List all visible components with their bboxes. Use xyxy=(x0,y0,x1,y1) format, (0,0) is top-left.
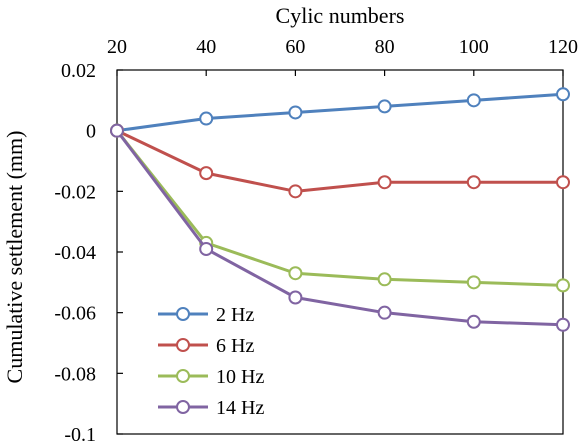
series-line-14-hz xyxy=(115,129,564,327)
legend-item-6-hz: 6 Hz xyxy=(158,335,254,357)
series-6-hz xyxy=(110,123,570,199)
series-line-10-hz xyxy=(115,129,564,287)
x-tick-label: 40 xyxy=(196,36,216,58)
data-point xyxy=(288,290,303,305)
legend-label: 14 Hz xyxy=(216,397,264,419)
data-point xyxy=(556,317,570,332)
data-point xyxy=(556,278,570,293)
plot-series xyxy=(110,87,570,332)
y-tick-label: -0.1 xyxy=(64,424,96,443)
legend-marker xyxy=(176,307,190,321)
legend-item-14-hz: 14 Hz xyxy=(158,397,264,419)
legend-label: 2 Hz xyxy=(216,304,254,326)
series-10-hz xyxy=(110,123,570,293)
data-point xyxy=(377,272,392,287)
x-tick-label: 20 xyxy=(107,36,127,58)
x-tick-label: 80 xyxy=(375,36,395,58)
legend-item-2-hz: 2 Hz xyxy=(158,304,254,326)
series-14-hz xyxy=(110,123,570,332)
x-tick-label: 60 xyxy=(285,36,305,58)
data-point xyxy=(466,314,481,329)
series-line-2-hz xyxy=(116,92,564,133)
data-point xyxy=(377,99,392,114)
x-tick-label: 120 xyxy=(548,36,578,58)
data-point xyxy=(556,87,570,102)
axes: 20 40 60 80 100 120 0.02 0 -0.02 -0.04 -0.06 -0.08 -… xyxy=(54,36,578,443)
y-axis-title: Cumulative settlement (mm) xyxy=(2,131,27,384)
data-point xyxy=(377,305,392,320)
data-point xyxy=(199,241,214,256)
y-tick-label: -0.02 xyxy=(54,181,96,203)
data-point xyxy=(556,175,570,190)
legend: 2 Hz 6 Hz 10 Hz 14 Hz xyxy=(158,304,264,419)
data-point xyxy=(199,166,214,181)
data-point xyxy=(377,175,392,190)
legend-marker xyxy=(176,400,190,414)
data-point xyxy=(466,93,481,108)
data-point xyxy=(466,175,481,190)
y-tick-label: -0.08 xyxy=(54,363,96,385)
y-tick-label: -0.06 xyxy=(54,303,96,325)
legend-label: 10 Hz xyxy=(216,366,264,388)
data-point xyxy=(288,184,303,199)
data-point xyxy=(199,111,214,126)
series-2-hz xyxy=(110,87,570,138)
data-point xyxy=(110,123,124,138)
data-point xyxy=(466,275,481,290)
legend-label: 6 Hz xyxy=(216,335,254,357)
legend-marker xyxy=(176,369,190,383)
series-line-6-hz xyxy=(116,129,563,193)
y-tick-label: 0 xyxy=(86,121,96,143)
data-point xyxy=(288,105,303,120)
legend-item-10-hz: 10 Hz xyxy=(158,366,264,388)
y-tick-label: 0.02 xyxy=(61,60,96,82)
x-tick-label: 100 xyxy=(459,36,489,58)
y-tick-label: -0.04 xyxy=(54,242,96,264)
data-point xyxy=(288,266,303,281)
legend-marker xyxy=(176,338,190,352)
x-axis-title: Cylic numbers xyxy=(276,3,405,28)
